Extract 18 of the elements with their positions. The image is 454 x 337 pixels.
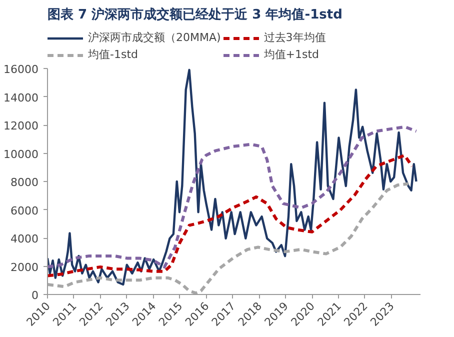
line-series bbox=[48, 154, 414, 278]
line-series bbox=[48, 68, 418, 286]
line-series bbox=[48, 182, 410, 294]
chart-title: 图表 7 沪深两市成交额已经处于近 3 年均值-1std bbox=[48, 6, 342, 22]
y-tick-label: 0 bbox=[32, 289, 38, 302]
y-tick-label: 8000 bbox=[10, 176, 39, 189]
legend-label: 沪深两市成交额（20MMA) bbox=[88, 30, 221, 45]
legend-label: 均值+1std bbox=[264, 47, 320, 62]
legend-label: 过去3年均值 bbox=[264, 30, 326, 45]
y-tick-label: 16000 bbox=[4, 63, 39, 76]
legend-label: 均值-1std bbox=[88, 47, 138, 62]
y-tick-label: 4000 bbox=[10, 232, 39, 246]
y-tick-label: 6000 bbox=[10, 204, 39, 218]
y-tick-label: 12000 bbox=[4, 120, 39, 132]
y-tick-label: 2000 bbox=[10, 260, 39, 274]
y-tick-label: 10000 bbox=[4, 148, 39, 161]
line-series bbox=[48, 125, 418, 268]
y-tick-label: 14000 bbox=[4, 91, 39, 104]
